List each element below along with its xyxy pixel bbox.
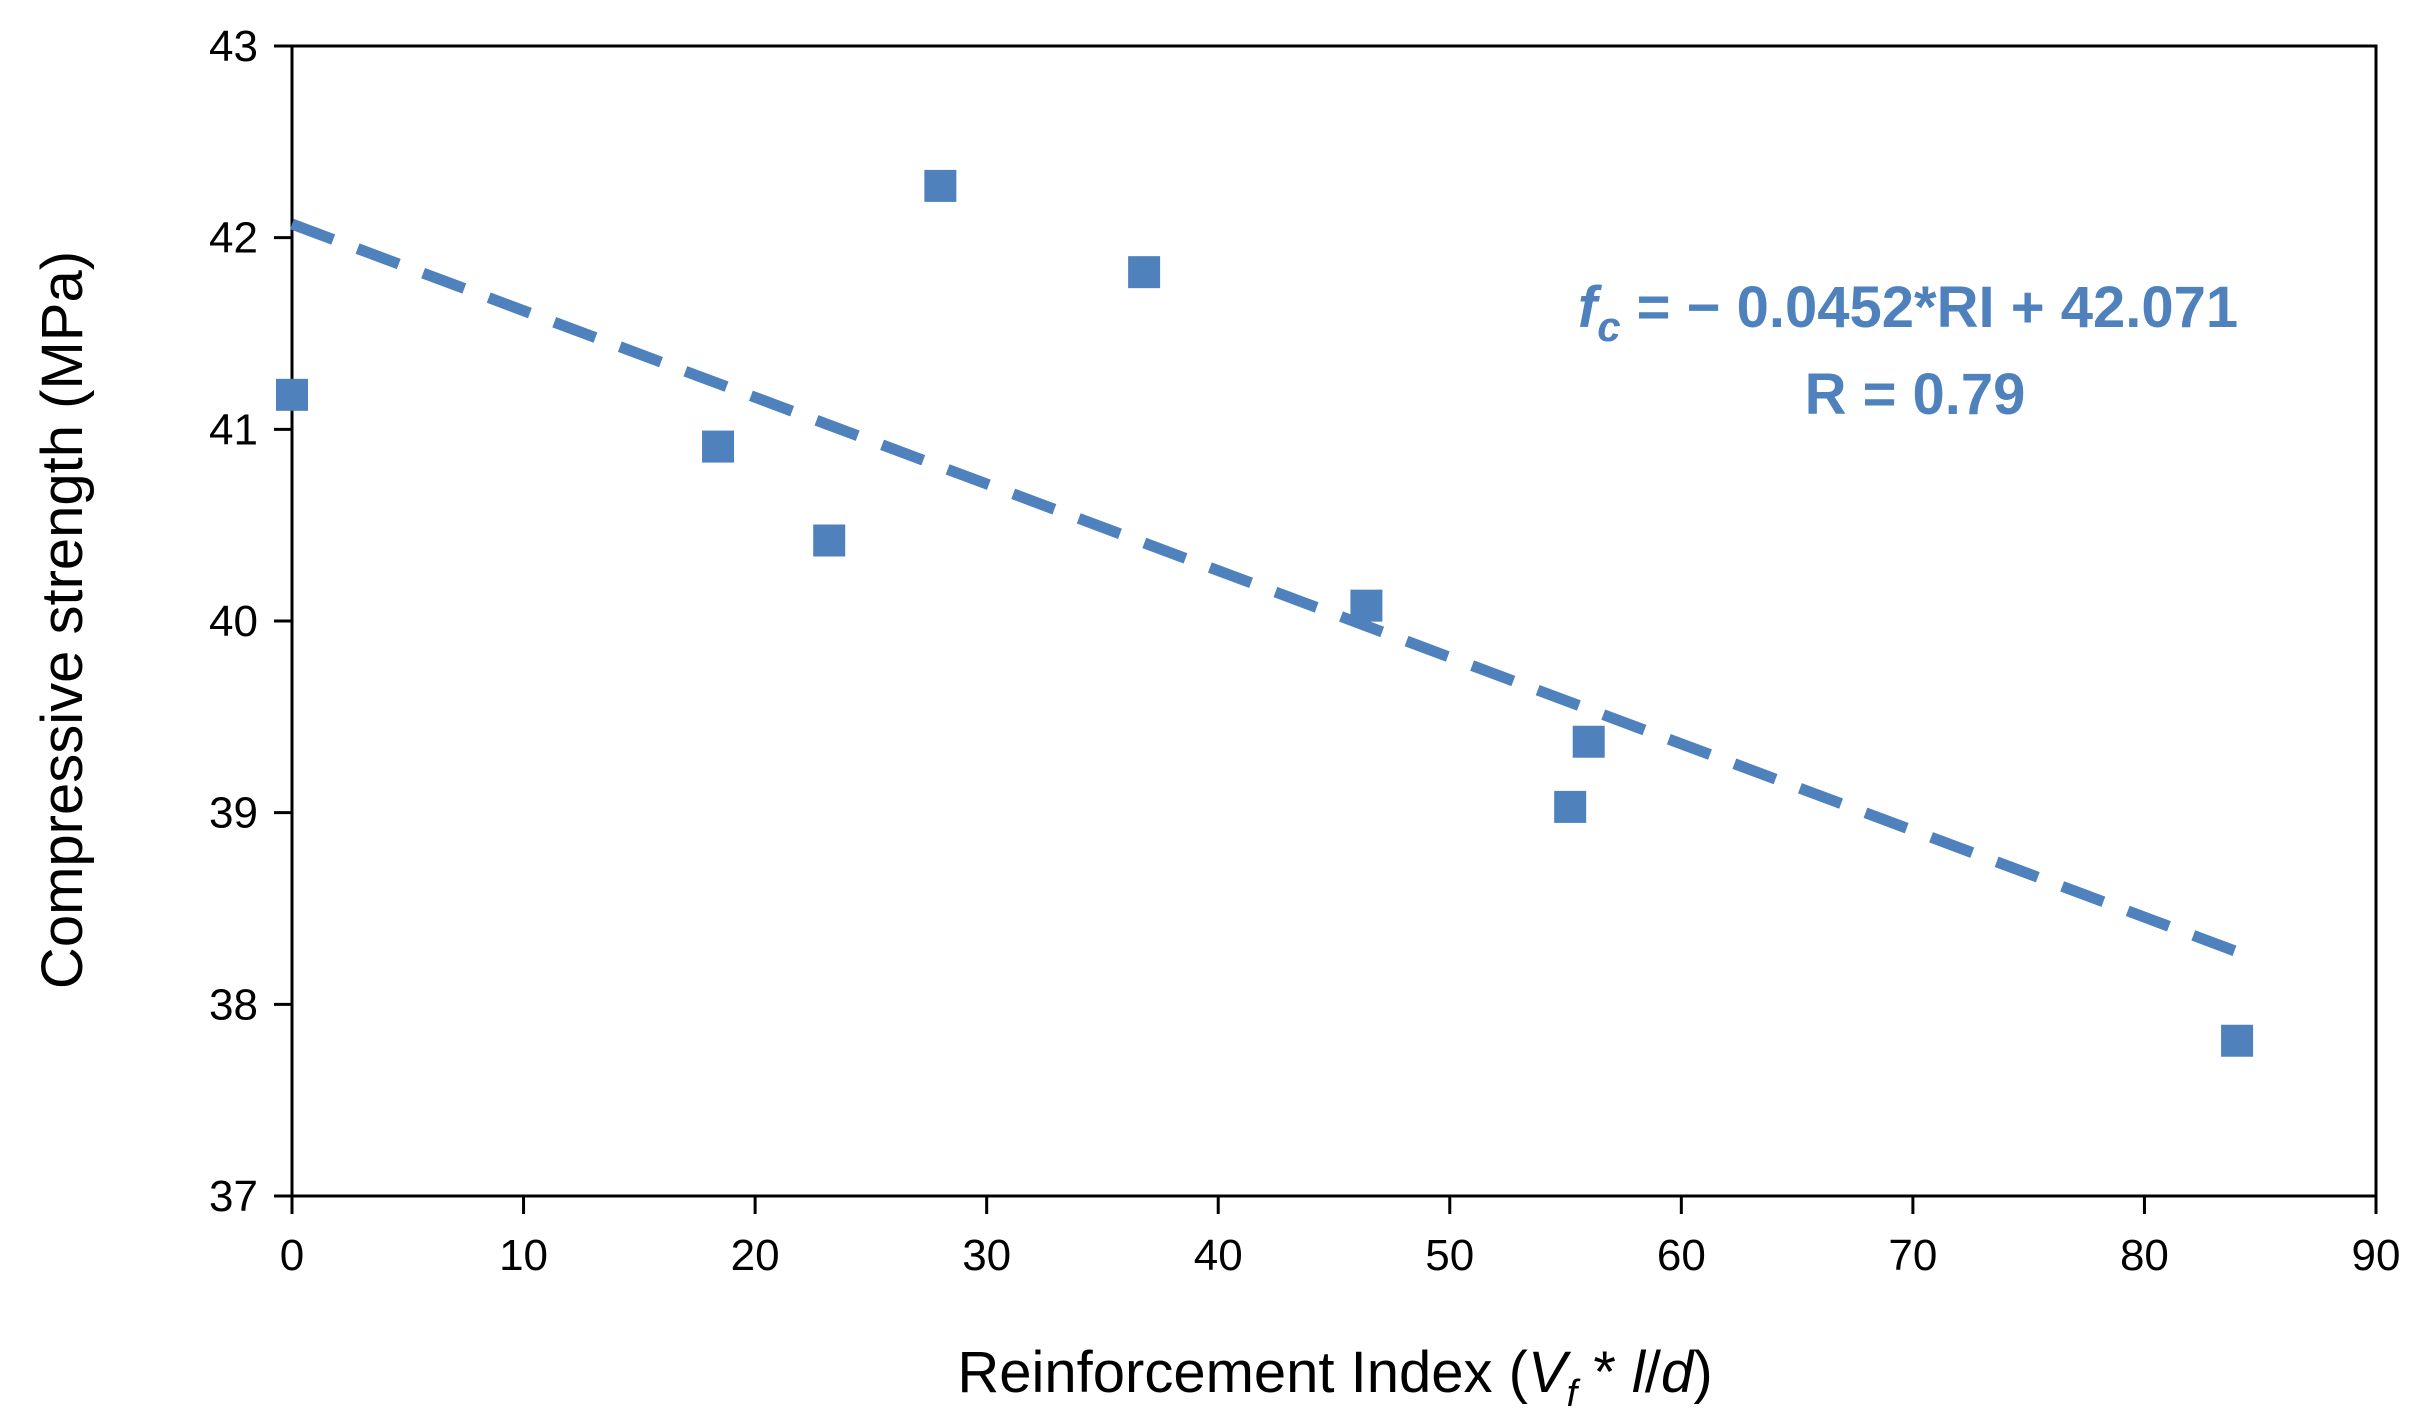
y-tick-label: 37 bbox=[209, 1172, 258, 1221]
x-axis-title-f: f bbox=[1567, 1373, 1581, 1415]
x-tick-label: 60 bbox=[1657, 1231, 1706, 1280]
y-axis: 37 38 39 40 41 42 43 bbox=[209, 22, 292, 1221]
y-tick-label: 39 bbox=[209, 789, 258, 838]
y-tick-label: 43 bbox=[209, 22, 258, 71]
data-point bbox=[702, 430, 735, 463]
data-point bbox=[1350, 589, 1383, 622]
data-point bbox=[924, 169, 957, 202]
x-axis-title-v: V bbox=[1528, 1340, 1572, 1405]
x-tick-label: 90 bbox=[2352, 1231, 2401, 1280]
data-points bbox=[276, 169, 2254, 1057]
x-tick-label: 10 bbox=[499, 1231, 548, 1280]
x-tick-label: 20 bbox=[731, 1231, 780, 1280]
y-tick-label: 41 bbox=[209, 405, 258, 454]
data-point bbox=[1128, 256, 1161, 289]
y-axis-title: Compressive strength (MPa) bbox=[30, 251, 95, 989]
x-axis-title-mid: * bbox=[1577, 1340, 1632, 1405]
equation-c: c bbox=[1597, 303, 1620, 350]
x-tick-label: 70 bbox=[1888, 1231, 1937, 1280]
data-point bbox=[276, 378, 308, 411]
y-tick-label: 40 bbox=[209, 597, 258, 646]
x-axis-title: Reinforcement Index (Vf * l/d) bbox=[957, 1340, 1712, 1415]
data-point bbox=[1554, 790, 1587, 823]
equation-body: = − 0.0452*RI + 42.071 bbox=[1621, 275, 2239, 340]
x-axis-title-l: l bbox=[1632, 1340, 1647, 1405]
y-tick-label: 38 bbox=[209, 980, 258, 1029]
equation-annotation: fc = − 0.0452*RI + 42.071 bbox=[1578, 275, 2238, 350]
x-tick-label: 40 bbox=[1194, 1231, 1243, 1280]
x-axis-title-slash: / bbox=[1645, 1340, 1662, 1405]
correlation-annotation: R = 0.79 bbox=[1805, 362, 2026, 427]
x-axis-title-prefix: Reinforcement Index ( bbox=[957, 1340, 1528, 1405]
x-tick-label: 50 bbox=[1425, 1231, 1474, 1280]
x-axis-title-suffix: ) bbox=[1693, 1340, 1712, 1405]
x-tick-label: 80 bbox=[2120, 1231, 2169, 1280]
y-tick-label: 42 bbox=[209, 214, 258, 263]
x-tick-label: 0 bbox=[280, 1231, 304, 1280]
x-tick-label: 30 bbox=[962, 1231, 1011, 1280]
plot-area bbox=[290, 44, 2378, 1198]
data-point bbox=[2221, 1024, 2254, 1057]
x-axis: 0 10 20 30 40 50 60 70 80 90 bbox=[280, 1196, 2401, 1280]
data-point bbox=[1572, 725, 1605, 758]
x-axis-title-d: d bbox=[1661, 1340, 1695, 1405]
data-point bbox=[813, 524, 846, 557]
